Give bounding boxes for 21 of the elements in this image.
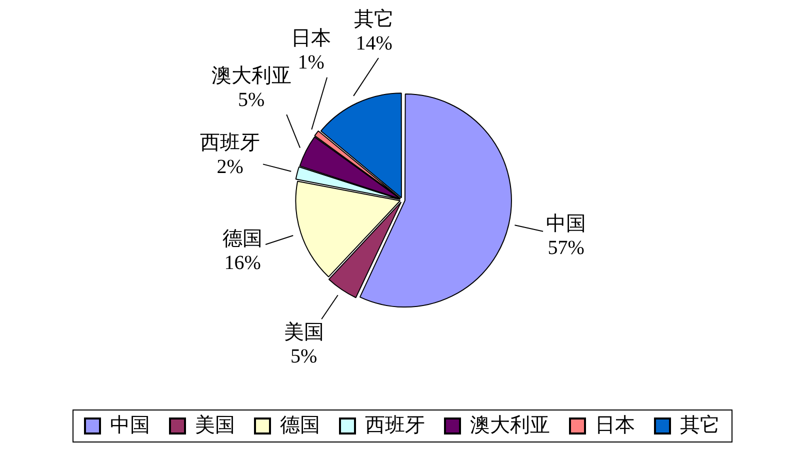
legend-label: 澳大利亚 [470,414,550,436]
legend-label: 美国 [195,413,235,436]
slice-label: 美国 [284,320,324,344]
legend-label: 日本 [595,414,635,436]
data-label: 57% [548,236,584,259]
data-label: 5% [290,345,318,368]
legend-label: 德国 [280,414,320,436]
data-label: 16% [224,252,261,274]
data-label: 5% [238,88,265,111]
data-label: 1% [298,52,324,74]
slice-label: 澳大利亚 [211,64,292,87]
data-label: 14% [356,32,392,54]
slice-label: 德国 [222,228,263,250]
legend-label: 其它 [680,413,720,436]
legend-label: 中国 [110,414,150,436]
data-label: 2% [216,156,244,178]
slice-label: 其它 [354,7,394,30]
slice-label: 西班牙 [200,132,260,154]
slice-label: 日本 [291,28,332,50]
legend-label: 西班牙 [365,414,425,436]
slice-label: 中国 [546,212,586,235]
